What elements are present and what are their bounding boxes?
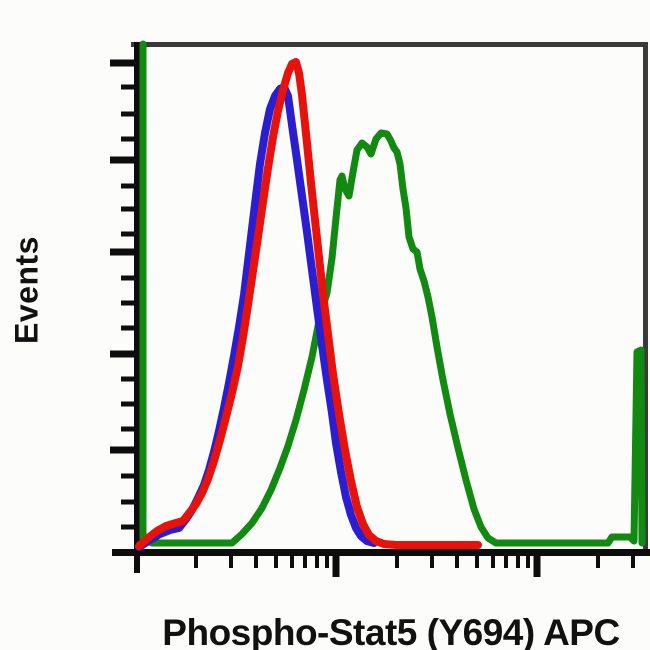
- x-major-tick: [533, 556, 541, 577]
- curve-green: [139, 40, 646, 547]
- top-frame: [131, 42, 648, 47]
- y-minor-tick: [121, 183, 136, 189]
- x-minor-tick: [274, 556, 278, 568]
- y-minor-tick: [121, 84, 136, 90]
- x-minor-tick: [303, 556, 307, 568]
- y-minor-tick: [121, 275, 136, 281]
- y-minor-tick: [121, 136, 136, 142]
- x-minor-tick: [194, 556, 198, 568]
- x-minor-tick: [325, 556, 329, 568]
- x-axis-line: [112, 549, 650, 556]
- y-minor-tick: [121, 426, 136, 432]
- y-major-tick: [110, 248, 136, 256]
- y-minor-tick: [121, 473, 136, 479]
- x-minor-tick: [455, 556, 459, 568]
- x-minor-tick: [430, 556, 434, 568]
- y-minor-tick: [121, 376, 136, 382]
- x-minor-tick: [504, 556, 508, 568]
- y-major-tick: [110, 156, 136, 164]
- y-major-tick: [110, 350, 136, 358]
- y-minor-tick: [121, 401, 136, 407]
- y-axis-line: [134, 42, 140, 573]
- y-minor-tick: [121, 524, 136, 530]
- y-minor-tick: [121, 231, 136, 237]
- x-minor-tick: [229, 556, 233, 568]
- x-minor-tick: [315, 556, 319, 568]
- x-minor-tick: [475, 556, 479, 568]
- x-major-tick: [332, 556, 340, 577]
- y-minor-tick: [121, 206, 136, 212]
- y-minor-tick: [121, 111, 136, 117]
- x-axis-label: Phospho-Stat5 (Y694) APC: [162, 612, 620, 650]
- x-minor-tick: [631, 556, 635, 568]
- y-axis-label: Events: [8, 236, 45, 344]
- right-frame: [643, 42, 648, 556]
- x-minor-tick: [596, 556, 600, 568]
- y-minor-tick: [121, 499, 136, 505]
- y-minor-tick: [121, 300, 136, 306]
- x-minor-tick: [526, 556, 530, 568]
- y-major-tick: [110, 59, 136, 67]
- x-minor-tick: [290, 556, 294, 568]
- curve-blue: [135, 83, 378, 551]
- x-minor-tick: [491, 556, 495, 568]
- x-minor-tick: [254, 556, 258, 568]
- x-minor-tick: [395, 556, 399, 568]
- curve-red: [135, 58, 482, 550]
- y-major-tick: [110, 446, 136, 454]
- x-minor-tick: [516, 556, 520, 568]
- y-minor-tick: [121, 325, 136, 331]
